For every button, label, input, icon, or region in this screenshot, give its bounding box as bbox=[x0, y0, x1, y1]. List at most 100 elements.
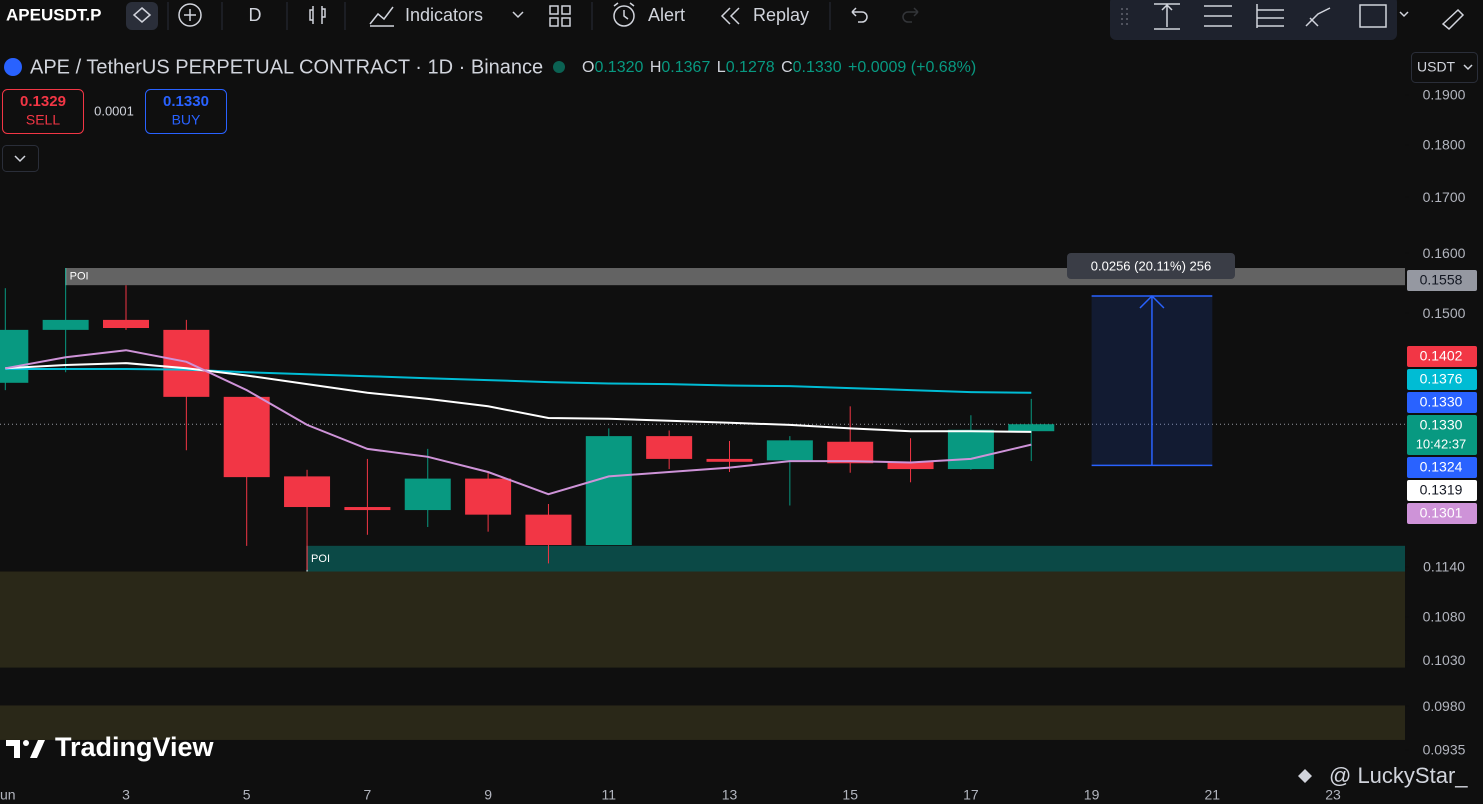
legend-change: +0.0009 (+0.68%) bbox=[848, 59, 976, 76]
x-tick-label: 9 bbox=[484, 787, 492, 803]
y-tick-label: 0.1700 bbox=[1423, 189, 1466, 205]
credit-icon bbox=[1298, 769, 1312, 783]
price-label-bg bbox=[1407, 392, 1477, 413]
price-label-bg bbox=[1407, 480, 1477, 501]
candle-body bbox=[344, 507, 391, 511]
price-label: 0.1319 bbox=[1420, 482, 1463, 498]
currency-box[interactable] bbox=[1411, 52, 1478, 83]
candle-body bbox=[766, 440, 813, 461]
chevron[interactable] bbox=[1399, 11, 1409, 18]
layout-icon bbox=[561, 5, 571, 15]
brush-tool[interactable] bbox=[1305, 7, 1331, 27]
watermark-logo bbox=[6, 740, 45, 758]
candle-body bbox=[103, 319, 149, 328]
legend-key: C bbox=[781, 59, 793, 76]
collapse-button[interactable] bbox=[2, 145, 39, 172]
replay-icon bbox=[720, 7, 740, 25]
shape-tool[interactable] bbox=[1359, 4, 1387, 28]
buy-button[interactable] bbox=[145, 89, 227, 134]
redo-icon[interactable] bbox=[902, 7, 919, 23]
chevron[interactable] bbox=[512, 11, 524, 19]
legend-value: 0.1367 bbox=[661, 59, 710, 76]
x-tick-label: 21 bbox=[1205, 787, 1221, 803]
x-tick-label: 17 bbox=[963, 787, 979, 803]
interval[interactable]: D bbox=[249, 5, 262, 25]
price-label: 0.1376 bbox=[1420, 371, 1463, 387]
market-status[interactable] bbox=[553, 61, 565, 73]
candle-body bbox=[284, 476, 331, 508]
price-label-bg bbox=[1407, 270, 1477, 291]
add-symbol-icon[interactable] bbox=[178, 3, 202, 27]
fib-tool[interactable] bbox=[1204, 5, 1232, 27]
measure-label: 0.0256 (20.11%) 256 bbox=[1091, 258, 1211, 273]
price-label-bg bbox=[1407, 415, 1477, 455]
y-tick-label: 0.0935 bbox=[1423, 742, 1466, 758]
candle-body bbox=[163, 329, 210, 397]
buy-price: 0.1330 bbox=[163, 93, 209, 110]
watermark: TradingView bbox=[55, 732, 215, 762]
symbol-logo bbox=[4, 58, 22, 76]
candle-body bbox=[585, 436, 632, 546]
plot-area: POI POI 0.1900 0.1800 0.1700 0.1600 0.1500 0.11… bbox=[0, 40, 1483, 804]
drawing-toolbar bbox=[1110, 0, 1397, 40]
chevron bbox=[14, 155, 26, 163]
x-tick-label: 23 bbox=[1325, 787, 1341, 803]
x-tick-label: 19 bbox=[1084, 787, 1100, 803]
diamond-icon bbox=[132, 7, 152, 23]
price-label: 0.1324 bbox=[1420, 459, 1463, 475]
moving-average bbox=[5, 362, 1032, 433]
toolbar: APEUSDT.P D Indicators Alert Replay bbox=[0, 0, 1483, 40]
chart-type-icon[interactable] bbox=[309, 6, 326, 24]
legend-key: H bbox=[650, 59, 662, 76]
x-tick-label: 7 bbox=[364, 787, 372, 803]
legend-key: O bbox=[582, 59, 594, 76]
zone bbox=[0, 705, 1405, 740]
indicators-button[interactable]: Indicators bbox=[405, 5, 483, 25]
y-tick-label: 0.1500 bbox=[1423, 305, 1466, 321]
plus bbox=[184, 9, 196, 21]
credit: @ LuckyStar_ bbox=[1329, 763, 1468, 788]
x-tick-label: 3 bbox=[122, 787, 130, 803]
x-tick-label: 11 bbox=[602, 787, 617, 803]
y-tick-label: 0.1030 bbox=[1423, 652, 1466, 668]
symbol[interactable]: APEUSDT.P bbox=[6, 5, 101, 24]
undo-icon[interactable] bbox=[851, 7, 868, 23]
sell-button[interactable] bbox=[2, 89, 84, 134]
zone-label: POI bbox=[311, 553, 330, 565]
candle-body bbox=[887, 461, 934, 470]
price-label: 0.1301 bbox=[1420, 505, 1463, 521]
replay-button[interactable]: Replay bbox=[753, 5, 809, 25]
x-tick-label: 15 bbox=[842, 787, 858, 803]
measure-label-bg bbox=[1067, 253, 1235, 279]
candle-body bbox=[947, 429, 994, 470]
alert-icon bbox=[613, 5, 635, 27]
indicators-icon bbox=[369, 6, 394, 27]
price-label-bg bbox=[1407, 346, 1477, 367]
candle-body bbox=[42, 319, 89, 330]
layout-icon[interactable] bbox=[549, 5, 559, 15]
price-label-bg bbox=[1407, 503, 1477, 524]
long-position-tool[interactable] bbox=[1154, 3, 1180, 30]
candle-body bbox=[465, 478, 512, 515]
legend-value: 0.1330 bbox=[793, 59, 842, 76]
zone bbox=[0, 571, 1405, 668]
layout-icon bbox=[549, 17, 559, 27]
symbol-icon-box[interactable] bbox=[126, 2, 158, 30]
price-label: 0.1558 bbox=[1420, 272, 1463, 288]
candle-body bbox=[706, 458, 753, 462]
alert-button[interactable]: Alert bbox=[648, 5, 685, 25]
countdown: 10:42:37 bbox=[1416, 436, 1467, 451]
y-tick-label: 0.1600 bbox=[1423, 245, 1466, 261]
candle-body bbox=[646, 436, 693, 459]
eraser-tool[interactable] bbox=[1441, 8, 1465, 31]
x-tick-label: 13 bbox=[722, 787, 738, 803]
pattern-tool[interactable] bbox=[1256, 4, 1284, 28]
price-label: 0.1402 bbox=[1420, 348, 1463, 364]
moving-average bbox=[5, 349, 1032, 496]
measure-arrow bbox=[1139, 294, 1165, 466]
moving-average bbox=[5, 368, 1032, 394]
drag-handle[interactable] bbox=[1121, 8, 1128, 26]
y-tick-label: 0.0980 bbox=[1423, 698, 1466, 714]
y-tick-label: 0.1800 bbox=[1423, 136, 1466, 152]
